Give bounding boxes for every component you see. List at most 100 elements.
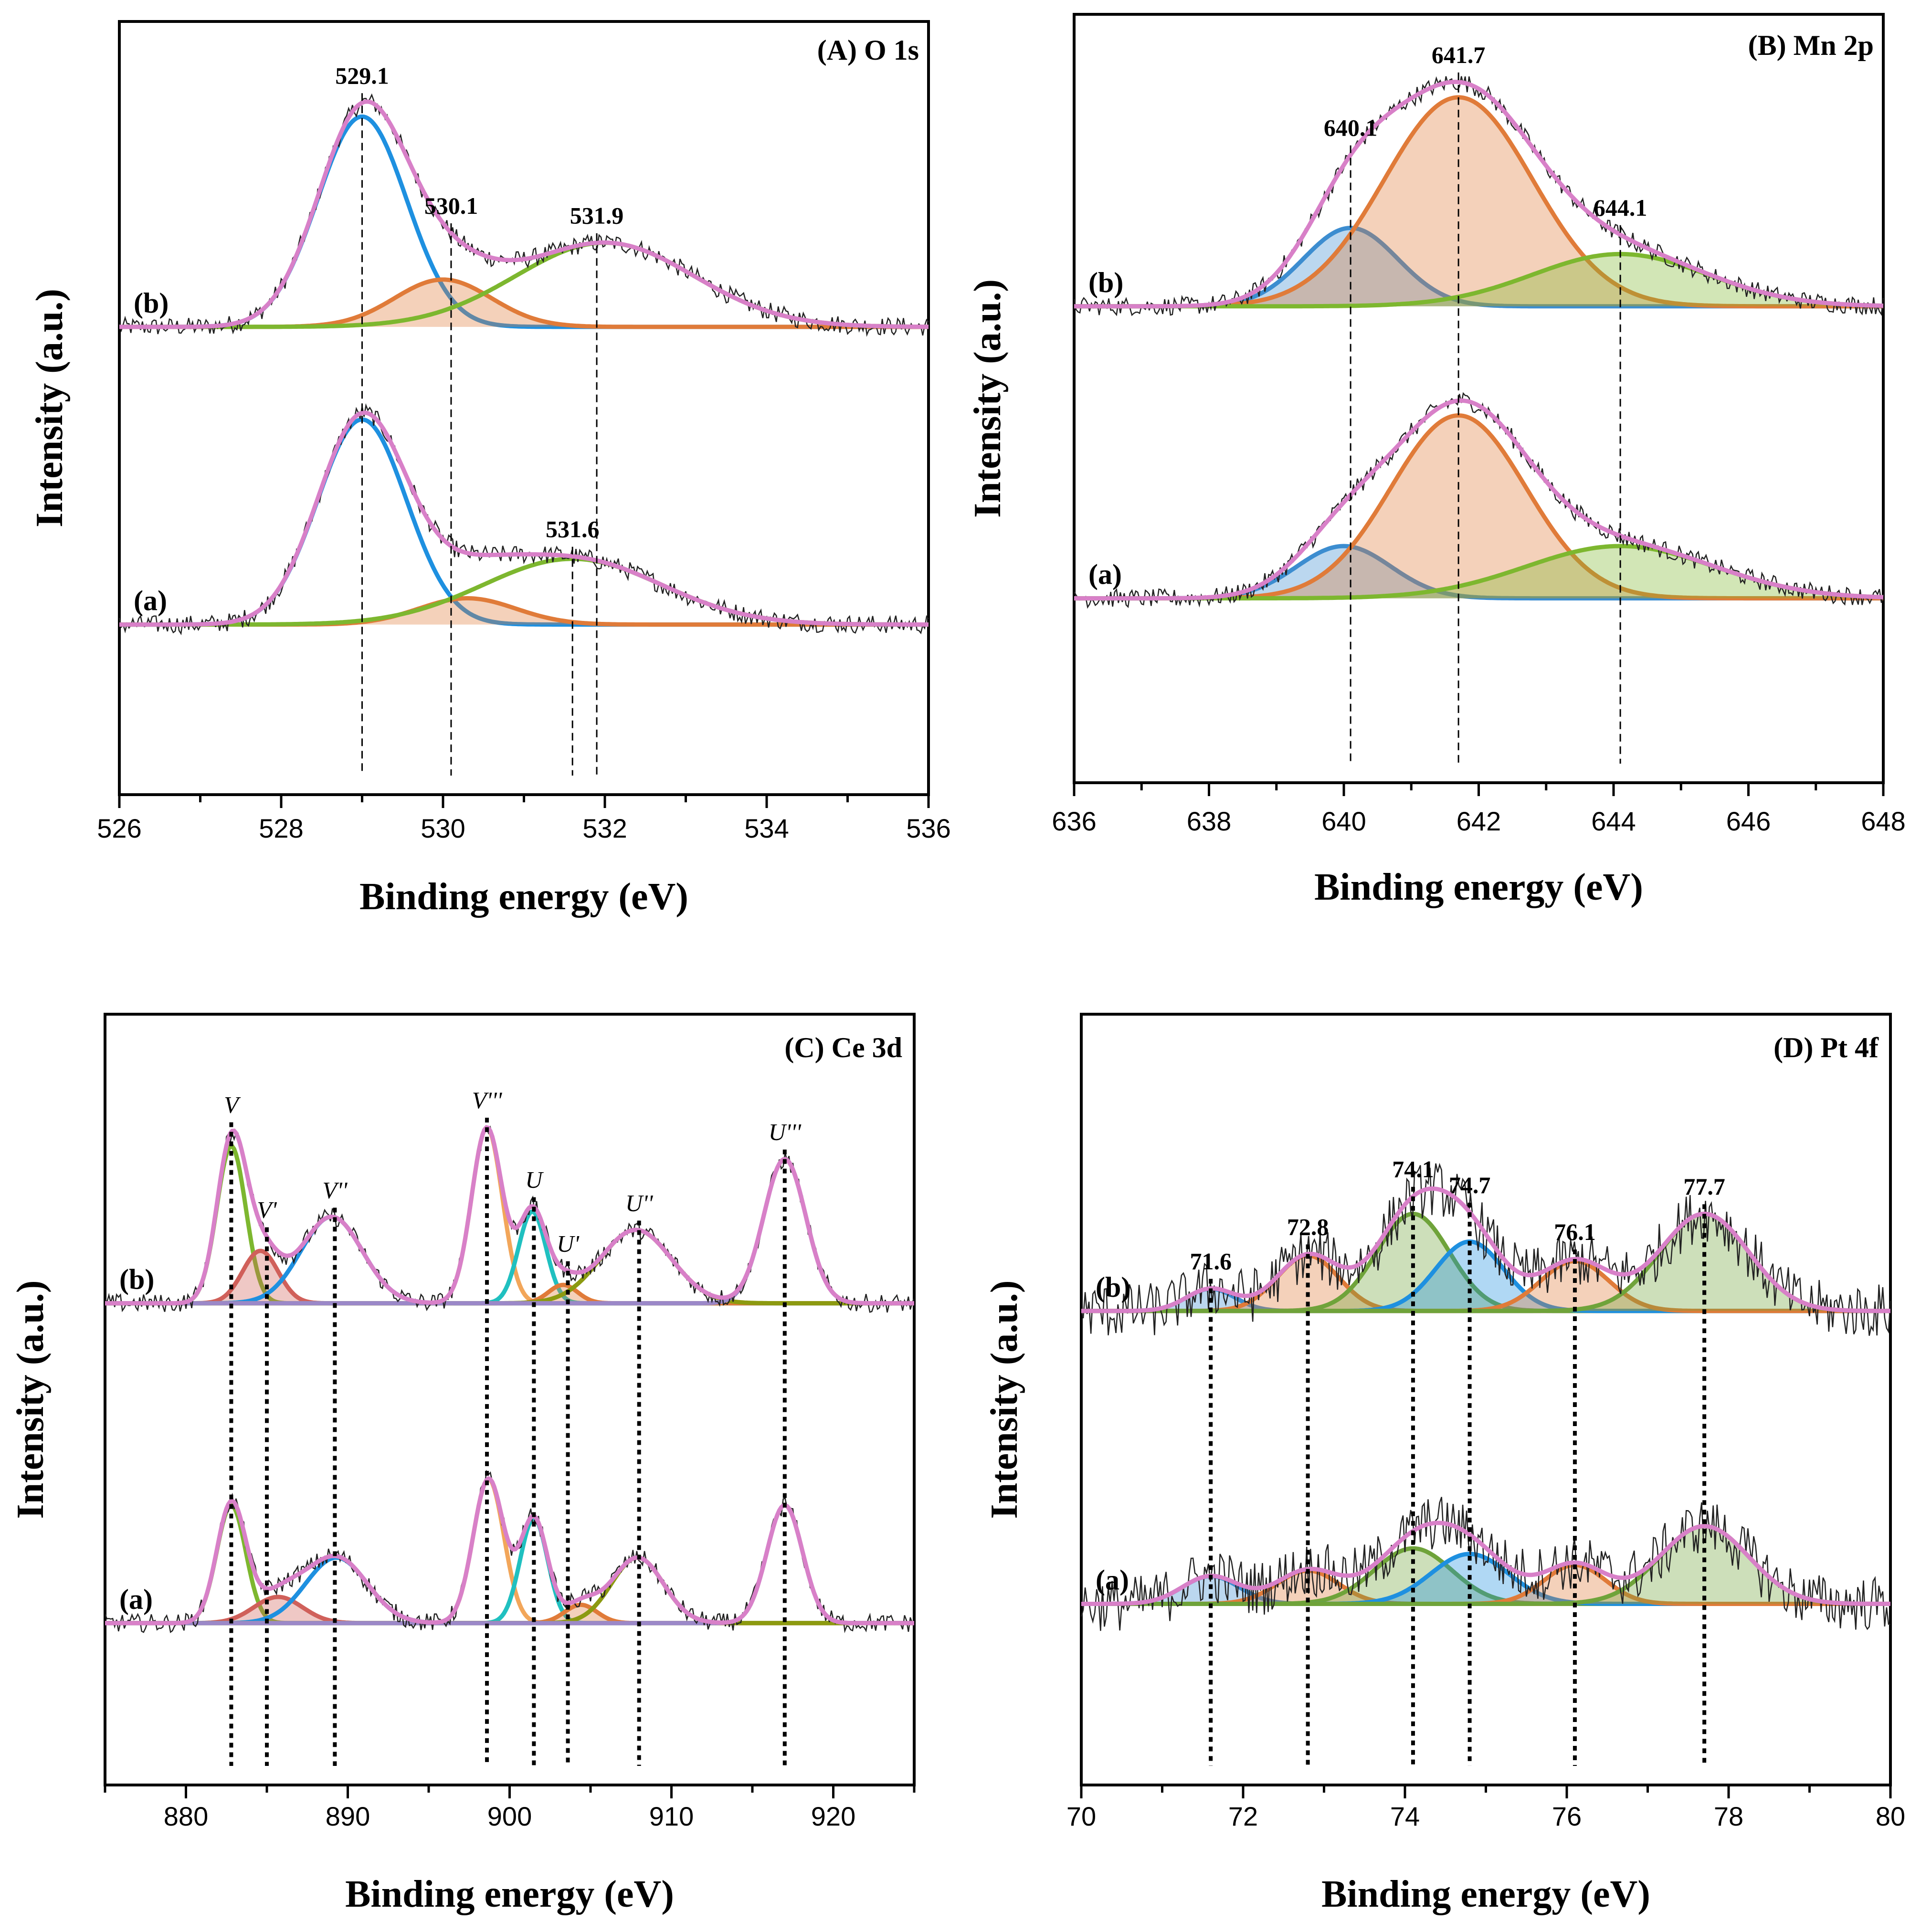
x-tick-label: 78 (1714, 1801, 1743, 1831)
peak-label: 71.6 (1190, 1248, 1232, 1274)
x-axis-title: Binding energy (eV) (1314, 866, 1643, 908)
peak-label: 531.9 (570, 202, 624, 229)
fit-envelope (1081, 1186, 1890, 1313)
x-tick-label: 72 (1228, 1801, 1258, 1831)
component-fill (1074, 97, 1883, 306)
x-tick-label: 890 (326, 1801, 370, 1831)
x-tick-label: 526 (97, 813, 141, 843)
trace-label: (a) (119, 1584, 153, 1615)
x-tick-label: 640 (1321, 806, 1366, 836)
trace-label: (b) (119, 1264, 154, 1295)
x-tick-label: 74 (1390, 1801, 1420, 1831)
panel-d: 70 72 74 76 78 80 (D) Pt 4f Binding energy (eV)… (983, 1013, 1905, 1915)
component-fill (1081, 1526, 1890, 1604)
component-fill (119, 279, 929, 327)
fit-component (105, 1214, 914, 1306)
raw-spectrum (118, 93, 929, 337)
peak-label: V (224, 1091, 241, 1118)
raw-spectrum (118, 403, 929, 635)
x-tick-label: 80 (1876, 1801, 1905, 1831)
panel-b: 636 638 640 642 644 646 648 (B) Mn 2p Binding en… (967, 13, 1906, 908)
peak-label: U (525, 1166, 544, 1193)
fit-envelope (105, 1125, 914, 1306)
panel-title: (D) Pt 4f (1773, 1032, 1879, 1063)
peak-label: U' (557, 1230, 580, 1257)
y-axis-title: Intensity (a.u.) (983, 1280, 1025, 1519)
y-axis-title: Intensity (a.u.) (29, 289, 71, 527)
raw-spectrum (104, 1470, 915, 1633)
component-fill (1074, 228, 1883, 306)
peak-label: 74.1 (1392, 1156, 1434, 1183)
x-tick-label: 900 (487, 1801, 532, 1831)
plot-frame (1080, 1013, 1892, 1786)
panel-title: (B) Mn 2p (1748, 30, 1874, 61)
fit-component (119, 114, 929, 329)
peak-label: 76.1 (1554, 1218, 1596, 1245)
x-tick-label: 642 (1457, 806, 1501, 836)
trace-label: (b) (1096, 1271, 1130, 1303)
component-fill (1074, 546, 1883, 598)
peak-label: U'' (625, 1190, 654, 1217)
fit-envelope (119, 99, 929, 329)
raw-spectrum (1080, 1497, 1891, 1631)
trace-a: (a) (1073, 392, 1884, 609)
peak-label: 77.7 (1683, 1173, 1725, 1200)
fit-envelope (105, 1476, 914, 1626)
x-tick-label: 70 (1066, 1801, 1096, 1831)
peak-label: 644.1 (1594, 194, 1647, 221)
trace-label: (a) (134, 585, 167, 617)
x-tick-label: 646 (1726, 806, 1771, 836)
peak-label: 74.7 (1449, 1172, 1491, 1198)
peak-label: 529.1 (335, 62, 389, 89)
plot-frame (118, 20, 930, 796)
x-tick-label: 910 (649, 1801, 694, 1831)
x-tick-label: 530 (421, 813, 465, 843)
x-tick-label: 648 (1861, 806, 1905, 836)
peak-label: V'' (322, 1176, 348, 1203)
peak-label: 640.1 (1324, 115, 1378, 141)
peak-label: 530.1 (424, 192, 478, 219)
component-fill (1081, 1241, 1890, 1311)
trace-b: (b) (104, 1125, 915, 1313)
trace-b: (b) (1080, 1163, 1891, 1336)
trace-label: (a) (1096, 1564, 1129, 1596)
peak-label: V''' (472, 1087, 503, 1113)
fit-component (119, 417, 929, 627)
trace-a: (a) (118, 403, 929, 635)
x-tick-label: 76 (1552, 1801, 1582, 1831)
x-tick-label: 636 (1052, 806, 1096, 836)
x-axis-title: Binding energy (eV) (359, 876, 688, 918)
trace-label: (b) (134, 287, 169, 319)
trace-label: (b) (1088, 267, 1123, 298)
component-fill (1074, 546, 1883, 598)
peak-label: 531.6 (546, 516, 600, 543)
x-tick-label: 534 (744, 813, 789, 843)
fit-envelope (1074, 398, 1884, 601)
peak-label: V' (257, 1196, 277, 1223)
component-fill (1081, 1554, 1890, 1604)
trace-a: (a) (1080, 1497, 1891, 1631)
x-tick-label: 644 (1591, 806, 1636, 836)
component-fill (1081, 1214, 1890, 1311)
component-fill (1081, 1255, 1890, 1311)
fit-envelope (1074, 80, 1884, 309)
x-tick-label: 532 (582, 813, 627, 843)
trace-b: (b) (1073, 76, 1884, 316)
panel-a: 526 528 530 532 534 536 (A) O 1s Binding energy… (29, 20, 951, 918)
trace-b: (b) (118, 93, 929, 337)
raw-spectrum (1073, 392, 1884, 609)
peak-label: 641.7 (1432, 42, 1486, 68)
fit-envelope (1081, 1521, 1890, 1606)
x-tick-label: 528 (259, 813, 303, 843)
panel-title: (A) O 1s (817, 34, 919, 66)
peak-label: U''' (769, 1119, 802, 1145)
x-axis-title: Binding energy (eV) (1321, 1873, 1650, 1915)
x-tick-label: 638 (1187, 806, 1231, 836)
y-axis-title: Intensity (a.u.) (10, 1280, 52, 1519)
x-axis-title: Binding energy (eV) (345, 1873, 674, 1915)
x-tick-label: 920 (811, 1801, 855, 1831)
trace-label: (a) (1088, 559, 1122, 590)
trace-a: (a) (104, 1470, 915, 1633)
component-fill (105, 1596, 914, 1623)
